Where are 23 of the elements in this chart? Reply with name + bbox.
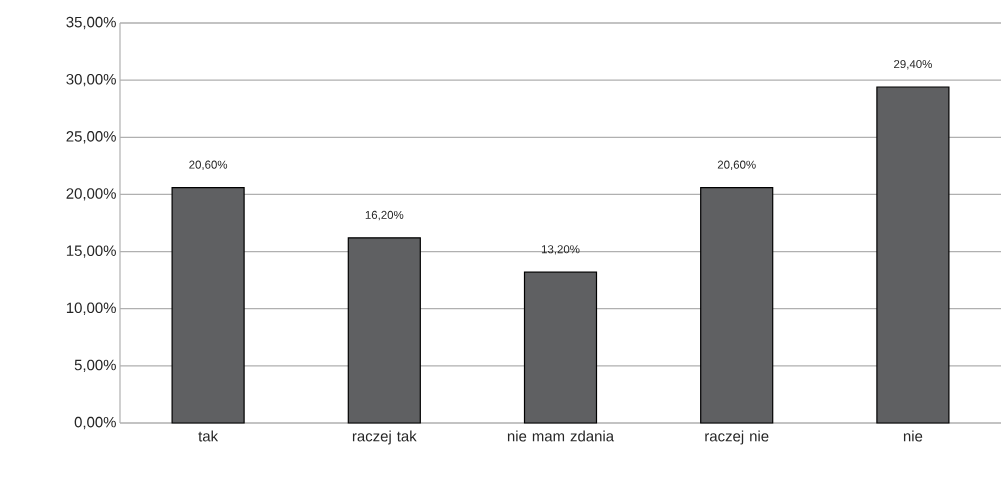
data-label: 29,40% [894,60,932,70]
y-tick-label: 30,00% [66,73,116,87]
data-label: 16,20% [365,210,404,221]
x-tick-label: nie [903,430,923,442]
x-tick-label: raczej nie [705,430,769,445]
data-label: 20,60% [717,160,756,171]
x-tick-label: nie mam zdania [507,430,615,442]
y-tick-label: 10,00% [66,302,116,315]
y-tick-label: 5,00% [74,359,116,373]
bar [523,271,598,424]
y-tick-label: 25,00% [66,131,116,144]
y-tick-label: 20,00% [66,188,116,201]
x-tick-label: raczej tak [352,430,417,445]
y-tick-label: 35,00% [66,16,116,30]
y-tick-label: 0,00% [74,416,116,430]
bar [700,186,774,424]
bar [347,237,421,424]
data-label: 20,60% [189,160,228,171]
bar [171,186,245,424]
data-label: 13,20% [541,245,580,255]
bar [876,86,950,424]
y-tick-label: 15,00% [66,245,116,258]
x-tick-label: tak [198,430,219,442]
